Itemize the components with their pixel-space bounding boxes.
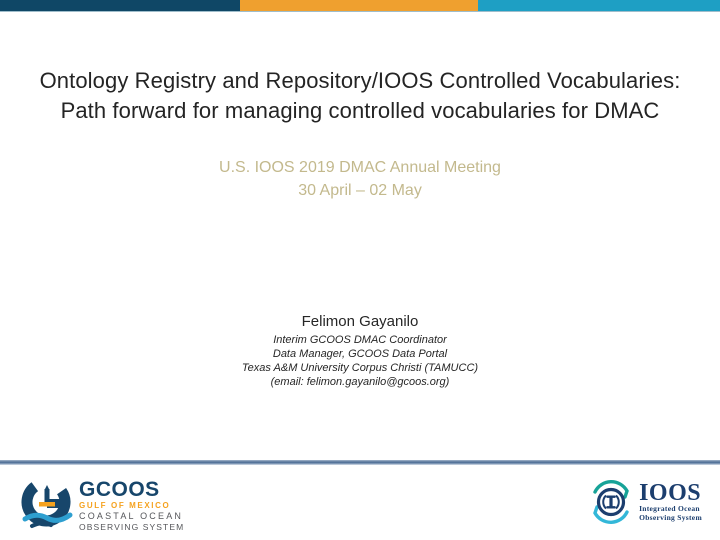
- top-bar-blue-segment: [478, 0, 720, 12]
- gcoos-logo-text: GCOOS GULF OF MEXICO COASTAL OCEAN OBSER…: [79, 477, 184, 532]
- ioos-logo-text: IOOS Integrated Ocean Observing System: [639, 480, 702, 522]
- subtitle-meeting: U.S. IOOS 2019 DMAC Annual Meeting: [219, 159, 501, 176]
- gcoos-coastal-ocean-label: COASTAL OCEAN: [79, 511, 184, 521]
- ioos-observing-system-label: Observing System: [639, 513, 702, 522]
- gcoos-logo: GCOOS GULF OF MEXICO COASTAL OCEAN OBSER…: [20, 477, 184, 532]
- footer-divider-rule: [0, 460, 720, 465]
- presenter-title: Interim GCOOS DMAC Coordinator: [273, 334, 447, 346]
- subtitle-dates: 30 April – 02 May: [298, 182, 422, 199]
- presenter-name: Felimon Gayanilo: [301, 313, 419, 330]
- presenter-email: (email: felimon.gayanilo@gcoos.org): [270, 376, 450, 388]
- gcoos-acronym: GCOOS: [79, 478, 160, 501]
- top-bar-orange-segment: [240, 0, 478, 12]
- presenter-affiliation: Texas A&M University Corpus Christi (TAM…: [241, 362, 479, 374]
- slide-subtitle: U.S. IOOS 2019 DMAC Annual Meeting 30 Ap…: [60, 156, 660, 202]
- gcoos-g-lighthouse-wave-icon: [21, 477, 73, 528]
- ioos-buoy-circle-icon: [593, 480, 629, 524]
- top-accent-bar: [0, 0, 720, 12]
- top-bar-navy-segment: [0, 0, 240, 12]
- slide-title: Ontology Registry and Repository/IOOS Co…: [30, 66, 690, 126]
- presenter-block: Felimon Gayanilo Interim GCOOS DMAC Coor…: [110, 312, 610, 389]
- ioos-acronym: IOOS: [639, 480, 702, 506]
- ioos-integrated-ocean-label: Integrated Ocean: [639, 504, 700, 513]
- slide-title-line1: Ontology Registry and Repository/IOOS Co…: [39, 68, 681, 93]
- gcoos-gulf-of-mexico-label: GULF OF MEXICO: [79, 501, 171, 510]
- slide-title-line2: Path forward for managing controlled voc…: [60, 98, 660, 123]
- ioos-logo: IOOS Integrated Ocean Observing System: [589, 479, 702, 525]
- gcoos-observing-system-label: OBSERVING SYSTEM: [79, 522, 185, 532]
- presenter-role: Data Manager, GCOOS Data Portal: [272, 348, 448, 360]
